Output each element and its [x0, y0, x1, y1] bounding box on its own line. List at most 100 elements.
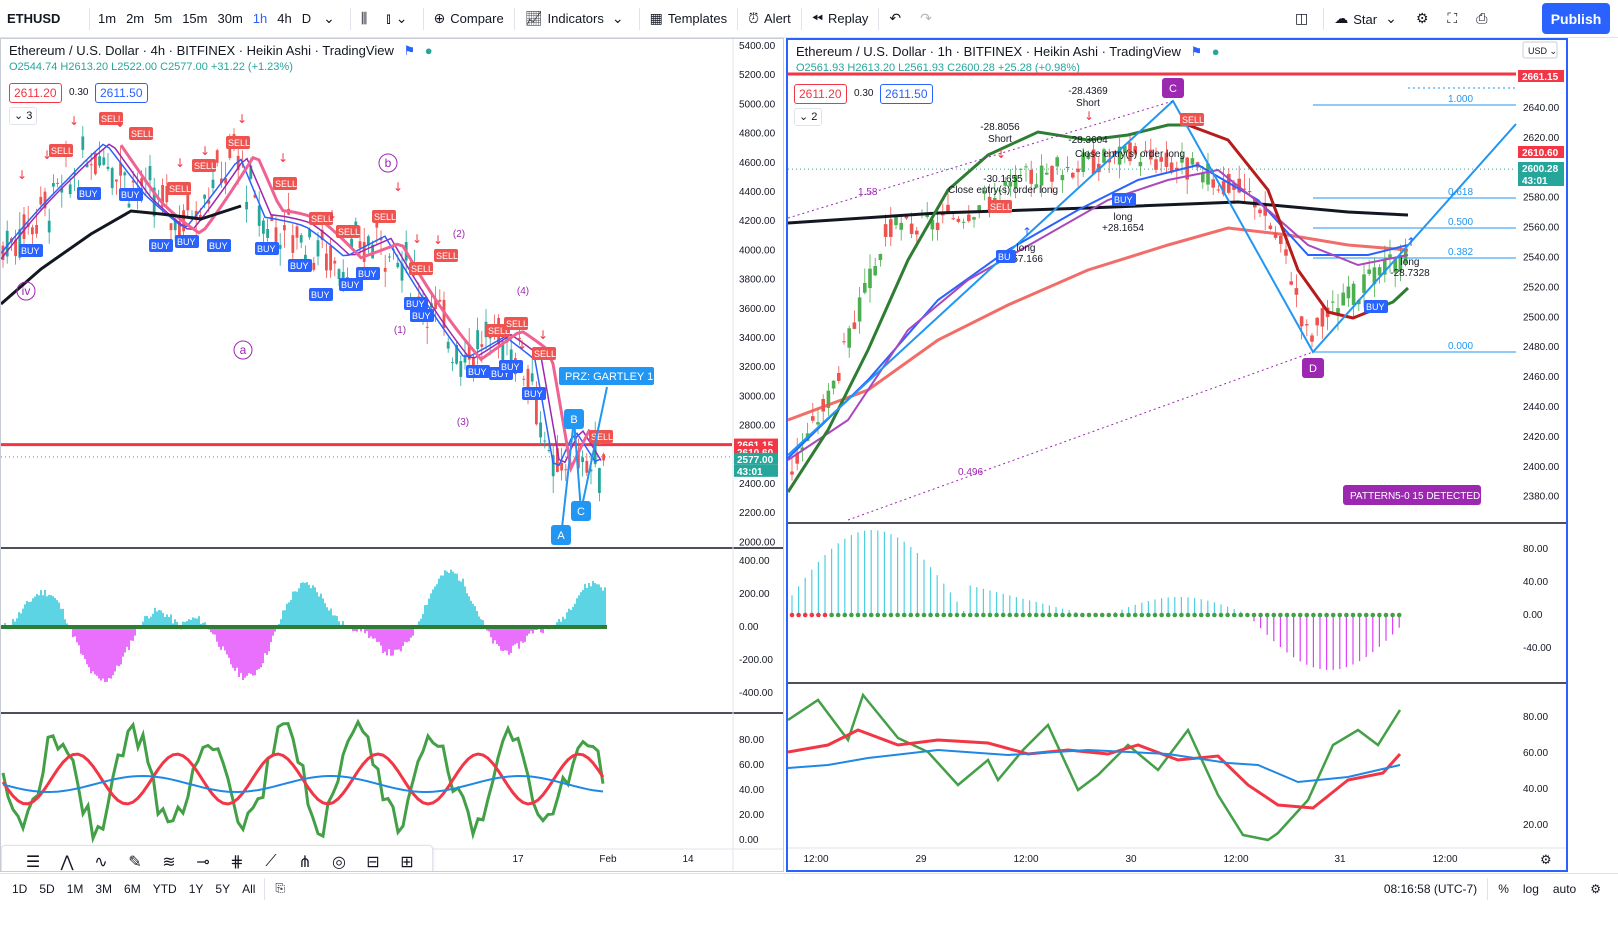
heikin-ashi-candle — [1159, 157, 1163, 162]
price-axis-label: 4800.00 — [739, 129, 776, 140]
heikin-ashi-candle — [329, 246, 332, 271]
heikin-ashi-candle — [396, 262, 400, 268]
heikin-ashi-candle — [1237, 178, 1241, 193]
range-ytd[interactable]: YTD — [152, 881, 177, 896]
heikin-ashi-candle — [1029, 169, 1033, 184]
alert-button[interactable]: ⏰︎ Alert — [741, 0, 798, 38]
ma-blue-line — [1, 143, 602, 467]
price-tag-label: 2577.00 — [737, 455, 774, 466]
brush-icon[interactable]: ✎ — [128, 851, 142, 871]
close-value: C2600.28 — [947, 62, 995, 74]
interval-1h[interactable]: 1h — [252, 11, 268, 26]
publish-button[interactable]: Publish — [1542, 3, 1610, 34]
range-5y[interactable]: 5Y — [215, 881, 231, 896]
zero-dot — [908, 612, 914, 618]
chart-type-button[interactable]: ⫾ ⌄ — [379, 0, 419, 38]
replay-button[interactable]: ⏪︎ Replay — [805, 0, 876, 38]
range-5d[interactable]: 5D — [39, 881, 55, 896]
gann-icon[interactable]: ⋕ — [230, 851, 244, 871]
goto-date-button[interactable]: ⎘ — [268, 881, 292, 896]
snapshot-button[interactable]: ⎙ — [1469, 0, 1499, 38]
elliott-wave-icon[interactable]: ∿ — [94, 851, 108, 871]
zero-dot — [835, 612, 841, 618]
left-chart-canvas[interactable]: 5400.00 5200.00 5000.00 4800.00 4600.00 4400.… — [1, 39, 784, 872]
range-1m[interactable]: 1M — [66, 881, 84, 896]
range-3m[interactable]: 3M — [95, 881, 113, 896]
buy-price-button[interactable]: 2611.50 — [880, 84, 933, 104]
right-chart-canvas[interactable]: 2640.002620.002600.002580.002560.002540.… — [788, 40, 1568, 872]
adaptive-ma-green — [788, 123, 1188, 493]
heikin-ashi-candle — [863, 282, 867, 293]
interval-5m[interactable]: 5m — [154, 11, 173, 26]
fib-icon[interactable]: ≋ — [162, 851, 176, 871]
price-axis-label: 2380.00 — [1523, 492, 1560, 503]
position-icon[interactable]: ⊟ — [366, 851, 380, 871]
interval-30m[interactable]: 30m — [217, 11, 243, 26]
star-button[interactable]: ☁ Star ⌄ — [1327, 0, 1409, 38]
trend-line-icon[interactable]: ⟋ — [265, 851, 277, 870]
zero-dot — [816, 612, 821, 618]
fullscreen-button[interactable]: ⛶ — [1440, 0, 1469, 38]
heikin-ashi-candle — [463, 354, 467, 363]
trade-label: Close entry(s) order long — [1075, 149, 1185, 160]
indicators-button[interactable]: 📈︎ Indicators ⌄ — [518, 0, 636, 38]
range-all[interactable]: All — [242, 881, 256, 896]
sell-price-button[interactable]: 2611.20 — [9, 83, 62, 103]
scale-settings-button[interactable]: ⚙ — [1583, 882, 1608, 896]
trade-label: Short — [988, 134, 1012, 145]
indicator-collapse-toggle[interactable]: ⌄ 2 — [794, 108, 823, 126]
zero-dot — [1357, 612, 1362, 618]
buy-price-button[interactable]: 2611.50 — [95, 83, 148, 103]
pitchfork-icon[interactable]: ⋔ — [298, 851, 312, 871]
buy-signal — [339, 278, 363, 291]
redo-button[interactable]: ↷ — [913, 0, 944, 38]
ma-pink-line — [119, 144, 603, 474]
flag-icon[interactable]: ⚑ — [403, 43, 416, 58]
heikin-ashi-candle — [1112, 151, 1117, 154]
interval-4h[interactable]: 4h — [277, 11, 292, 26]
heikin-ashi-candle — [295, 226, 299, 238]
wave-label: (4) — [517, 286, 529, 297]
auto-toggle[interactable]: auto — [1552, 882, 1577, 896]
layout-button[interactable]: ◫ — [1288, 0, 1320, 38]
ruler-icon[interactable]: ⊞ — [400, 851, 414, 871]
price-axis-label: 2440.00 — [1523, 402, 1560, 413]
buy-signal — [309, 288, 333, 301]
heikin-ashi-candle — [102, 157, 106, 165]
heikin-ashi-candle — [1050, 166, 1054, 182]
close-value: C2577.00 — [160, 61, 208, 73]
interval-2m[interactable]: 2m — [126, 11, 145, 26]
range-6m[interactable]: 6M — [124, 881, 141, 896]
heikin-ashi-candle — [1305, 324, 1309, 326]
heikin-ashi-candle — [518, 337, 521, 340]
sell-price-button[interactable]: 2611.20 — [794, 84, 847, 104]
log-toggle[interactable]: log — [1522, 882, 1539, 896]
bar-style-button[interactable]: ⫼ — [354, 0, 379, 38]
zero-dot — [1033, 612, 1039, 618]
horizontal-ray-icon[interactable]: ⊸ — [196, 851, 210, 871]
list-lines-icon[interactable]: ☰ — [25, 851, 41, 871]
compare-button[interactable]: ⊕ Compare — [427, 0, 511, 38]
range-1y[interactable]: 1Y — [188, 881, 204, 896]
interval-D[interactable]: D — [301, 11, 312, 26]
spiral-icon[interactable]: ◎ — [332, 851, 346, 871]
zero-dot — [1205, 612, 1211, 618]
interval-dropdown[interactable]: ⌄ — [316, 0, 347, 38]
interval-1m[interactable]: 1m — [98, 11, 117, 26]
symbol-search[interactable]: ETHUSD — [7, 11, 61, 26]
indicator-collapse-toggle[interactable]: ⌄ 3 — [9, 107, 38, 125]
undo-button[interactable]: ↶ — [882, 0, 913, 38]
zero-dot — [1113, 612, 1118, 618]
heikin-ashi-candle — [186, 194, 190, 211]
left-chart-panel[interactable]: 5400.00 5200.00 5000.00 4800.00 4600.00 4400.… — [0, 38, 784, 872]
heikin-ashi-candle — [31, 227, 34, 235]
xabcd-pattern-icon[interactable]: ⋀ — [60, 851, 74, 871]
flag-icon[interactable]: ⚑ — [1190, 44, 1203, 59]
interval-15m[interactable]: 15m — [182, 11, 208, 26]
templates-button[interactable]: ▦ Templates — [643, 0, 734, 38]
range-1d[interactable]: 1D — [12, 881, 28, 896]
clock[interactable]: 08:16:58 (UTC-7) — [1383, 882, 1478, 896]
right-chart-panel[interactable]: 2640.002620.002600.002580.002560.002540.… — [786, 38, 1568, 872]
settings-button[interactable]: ⚙ — [1409, 0, 1441, 38]
percent-toggle[interactable]: % — [1498, 882, 1509, 896]
